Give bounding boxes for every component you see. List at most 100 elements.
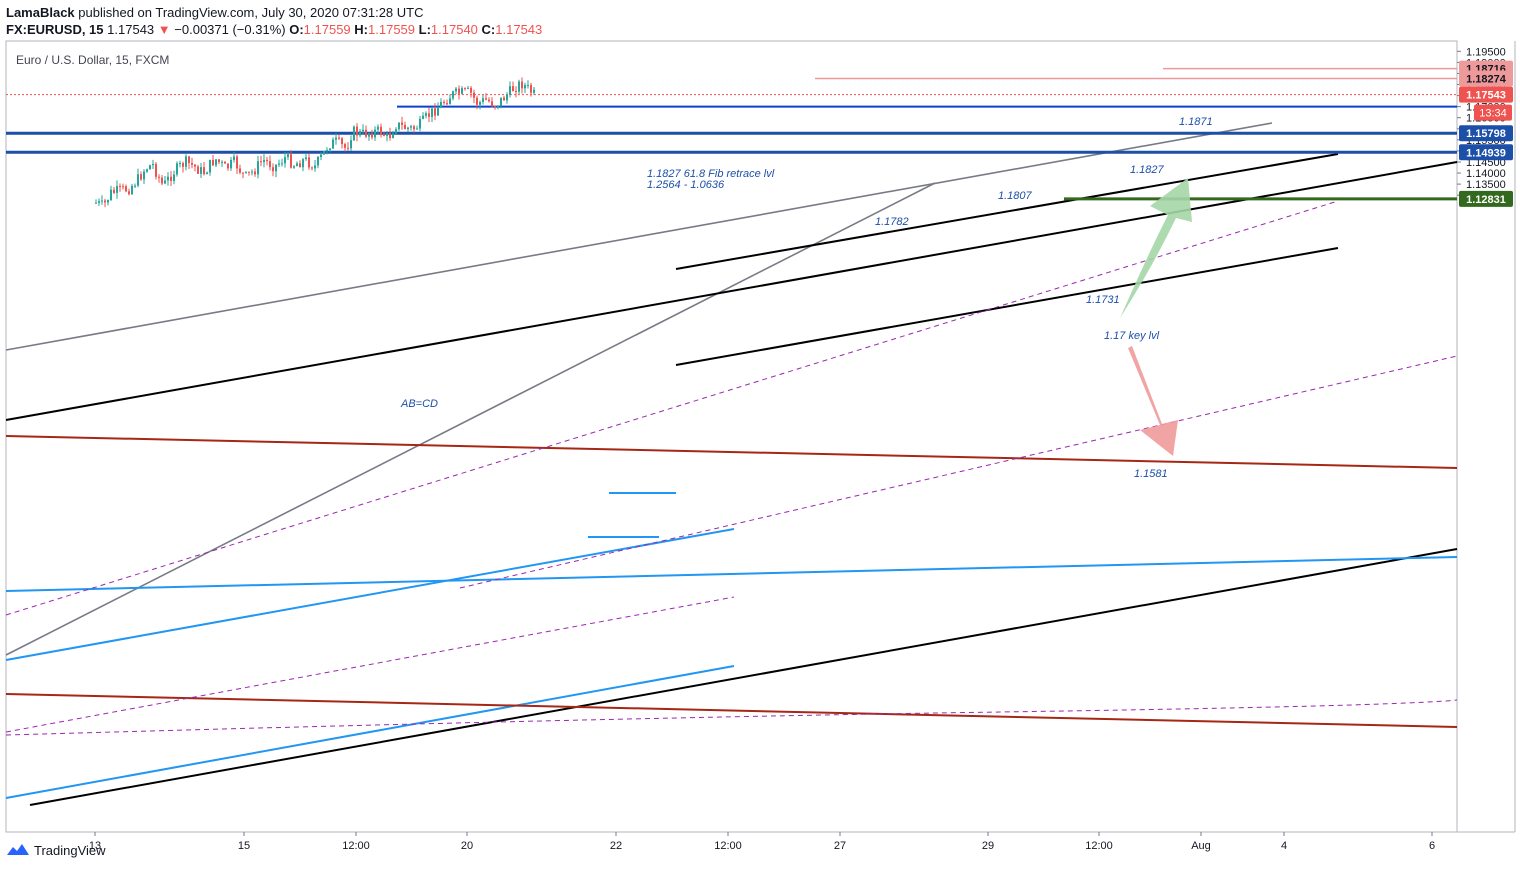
candle-body[interactable]: [314, 165, 316, 169]
candle-body[interactable]: [299, 163, 301, 168]
candle-body[interactable]: [368, 133, 370, 137]
candle-body[interactable]: [305, 157, 307, 160]
candle-body[interactable]: [341, 138, 343, 145]
candle-body[interactable]: [311, 167, 313, 169]
candle-body[interactable]: [161, 177, 163, 184]
candle-body[interactable]: [140, 174, 142, 180]
purple-dashed-line-mid[interactable]: [5, 596, 735, 733]
black-channel-line-bottom[interactable]: [675, 247, 1339, 366]
candle-body[interactable]: [107, 200, 109, 203]
candle-body[interactable]: [158, 176, 160, 178]
candle-body[interactable]: [359, 131, 361, 136]
candle-body[interactable]: [302, 159, 304, 168]
candle-body[interactable]: [254, 171, 256, 175]
candle-body[interactable]: [527, 84, 529, 86]
candle-body[interactable]: [215, 159, 217, 166]
candle-body[interactable]: [179, 163, 181, 165]
candle-body[interactable]: [371, 133, 373, 138]
candle-body[interactable]: [404, 124, 406, 130]
candle-body[interactable]: [386, 133, 388, 136]
candle-body[interactable]: [422, 115, 424, 119]
candle-body[interactable]: [392, 133, 394, 138]
candle-body[interactable]: [458, 88, 460, 94]
candle-body[interactable]: [182, 163, 184, 167]
candle-body[interactable]: [143, 171, 145, 180]
candle-body[interactable]: [380, 126, 382, 135]
candle-body[interactable]: [125, 186, 127, 192]
candle-body[interactable]: [509, 86, 511, 95]
candle-body[interactable]: [335, 137, 337, 140]
candle-body[interactable]: [329, 148, 331, 151]
candle-body[interactable]: [353, 126, 355, 141]
candle-body[interactable]: [446, 103, 448, 105]
candle-body[interactable]: [482, 98, 484, 102]
candle-body[interactable]: [188, 156, 190, 164]
symbol-name[interactable]: FX:EURUSD, 15: [6, 22, 104, 37]
candle-body[interactable]: [173, 174, 175, 181]
candle-body[interactable]: [101, 200, 103, 202]
candle-body[interactable]: [464, 88, 466, 90]
candle-body[interactable]: [266, 159, 268, 162]
candle-body[interactable]: [98, 201, 100, 203]
candle-body[interactable]: [128, 191, 130, 195]
blue-lower-channel[interactable]: [5, 665, 735, 799]
candle-body[interactable]: [290, 154, 292, 168]
candle-body[interactable]: [119, 186, 121, 188]
footer-brand[interactable]: TradingView: [6, 842, 106, 858]
candle-body[interactable]: [326, 150, 328, 152]
candle-body[interactable]: [356, 126, 358, 136]
candle-body[interactable]: [494, 106, 496, 108]
candle-body[interactable]: [479, 101, 481, 105]
candle-body[interactable]: [146, 169, 148, 172]
candle-body[interactable]: [428, 113, 430, 117]
candle-body[interactable]: [419, 118, 421, 129]
candle-body[interactable]: [374, 129, 376, 138]
candle-body[interactable]: [137, 174, 139, 186]
candle-body[interactable]: [281, 163, 283, 165]
candle-body[interactable]: [515, 91, 517, 93]
candle-body[interactable]: [272, 167, 274, 172]
candle-body[interactable]: [170, 176, 172, 181]
blue-flat-trendline[interactable]: [5, 556, 1458, 592]
candle-body[interactable]: [467, 87, 469, 89]
candle-body[interactable]: [197, 166, 199, 174]
candle-body[interactable]: [95, 202, 97, 204]
candle-body[interactable]: [110, 189, 112, 201]
candle-body[interactable]: [131, 185, 133, 195]
candle-body[interactable]: [389, 133, 391, 138]
candle-body[interactable]: [308, 157, 310, 168]
candle-body[interactable]: [167, 176, 169, 181]
candle-body[interactable]: [113, 189, 115, 193]
candle-body[interactable]: [470, 87, 472, 93]
author-name[interactable]: LamaBlack: [6, 5, 75, 20]
black-long-support-line[interactable]: [29, 548, 1458, 806]
candle-body[interactable]: [401, 122, 403, 125]
candle-body[interactable]: [269, 161, 271, 168]
candle-body[interactable]: [287, 154, 289, 158]
candle-body[interactable]: [350, 140, 352, 149]
candle-body[interactable]: [203, 167, 205, 175]
candle-body[interactable]: [257, 161, 259, 175]
candle-body[interactable]: [530, 84, 532, 93]
candle-body[interactable]: [512, 86, 514, 92]
candle-body[interactable]: [293, 166, 295, 168]
candle-body[interactable]: [221, 161, 223, 163]
candle-body[interactable]: [248, 171, 250, 173]
candle-body[interactable]: [224, 161, 226, 164]
candle-body[interactable]: [521, 81, 523, 89]
candle-body[interactable]: [524, 85, 526, 89]
candle-body[interactable]: [398, 122, 400, 130]
brown-lower-line[interactable]: [5, 693, 1458, 728]
candle-body[interactable]: [263, 159, 265, 163]
candle-body[interactable]: [194, 164, 196, 167]
candle-body[interactable]: [473, 92, 475, 98]
candle-body[interactable]: [407, 127, 409, 130]
purple-dashed-curve[interactable]: [5, 699, 1458, 736]
black-channel-line-top[interactable]: [675, 153, 1339, 270]
candle-body[interactable]: [377, 126, 379, 130]
candle-body[interactable]: [296, 163, 298, 167]
candle-body[interactable]: [413, 126, 415, 130]
candle-body[interactable]: [443, 101, 445, 104]
purple-dashed-line-top[interactable]: [5, 200, 1339, 616]
